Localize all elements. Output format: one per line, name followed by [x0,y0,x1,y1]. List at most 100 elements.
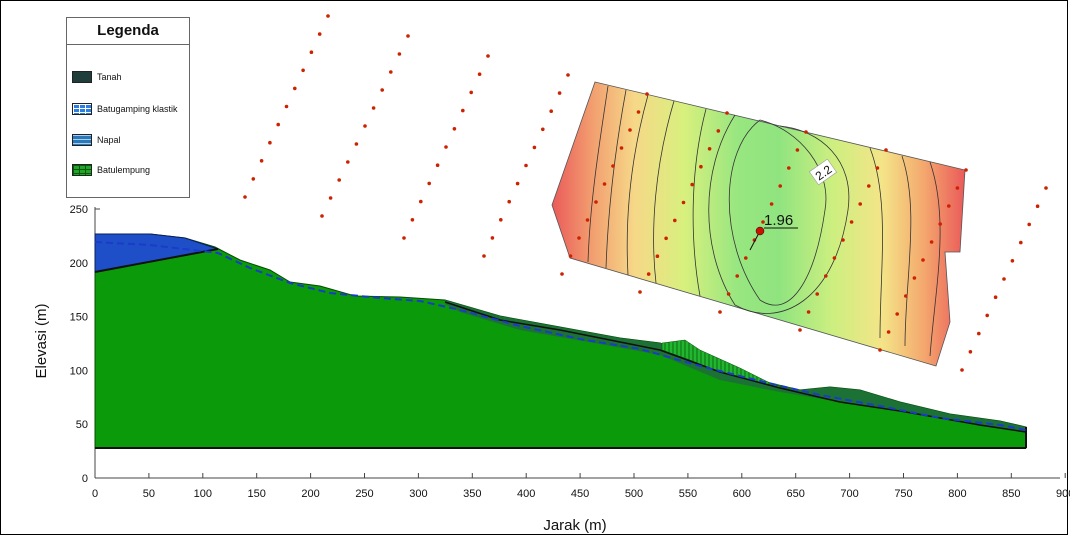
grid-point [410,218,415,222]
x-ticks: 0 50 100 150 200 250 300 350 400 450 500 550 600 650 7… [92,473,1070,500]
grid-point [371,106,376,110]
grid-point [389,70,393,74]
legend-title: Legenda [67,18,189,45]
grid-point [968,350,973,354]
legend-item-napal: Napal [72,133,121,147]
x-axis-label: Jarak (m) [543,517,606,534]
grid-point [499,218,503,222]
grid-point [560,272,564,276]
x-tick-label: 250 [355,488,373,500]
y-tick-label: 200 [70,258,88,270]
grid-point [718,310,722,314]
grid-point [681,200,686,205]
x-tick-label: 100 [194,488,212,500]
grid-point [346,160,350,164]
grid-point [524,163,528,168]
grid-point [960,368,964,372]
grid-point [557,91,562,95]
x-tick-label: 450 [571,488,589,500]
grid-point [486,54,490,58]
grid-point [964,168,968,172]
grid-point [815,292,819,296]
x-tick-label: 850 [1002,488,1020,500]
grid-point [328,196,333,200]
y-tick-label: 100 [70,365,88,377]
grid-point [895,312,899,316]
grid-point [444,145,448,149]
grid-point [832,256,837,260]
grid-point [482,254,486,258]
grid-point [469,90,474,95]
contour-lines [587,85,941,357]
x-tick-label: 150 [248,488,266,500]
grid-point [406,34,410,38]
x-tick-label: 300 [409,488,427,500]
grid-point [326,14,330,18]
grid-point [977,331,981,336]
legend-item-batugamping: Batugamping klastik [72,102,178,116]
legend-label: Tanah [97,72,122,82]
grid-point [427,181,432,186]
grid-point [602,182,607,186]
grid-point [549,109,553,113]
legend-label: Batugamping klastik [97,104,178,114]
napal-swatch [72,134,92,146]
legend-label: Napal [97,135,121,145]
grid-point [402,236,406,240]
water-table-line [94,241,1027,431]
grid-point [886,330,891,334]
x-tick-label: 400 [517,488,535,500]
grid-point [707,147,712,151]
grid-point [363,124,367,128]
x-tick-label: 900 [1056,488,1070,500]
grid-point [435,163,440,167]
grid-point [515,181,520,186]
grid-point [284,104,289,109]
grid-point [795,148,800,152]
x-tick-label: 700 [840,488,858,500]
grid-point [1010,259,1015,263]
grid-point [778,184,782,188]
grid-point [1027,222,1031,227]
grid-point [309,50,314,54]
batulempung-swatch [72,164,92,176]
batugamping-layer [94,233,220,273]
grid-point [638,290,642,294]
grid-point [354,142,359,146]
grid-point [726,292,731,296]
x-tick-label: 650 [787,488,805,500]
x-tick-label: 0 [92,488,98,500]
grid-point [243,195,247,199]
x-tick-label: 750 [894,488,912,500]
grid-point [878,348,882,352]
legend: Legenda Tanah Batugamping klastik Napal … [66,17,190,198]
grid-point [699,164,703,169]
grid-point [921,258,925,262]
grid-point [628,128,632,132]
grid-point [490,236,495,240]
grid-point [532,145,537,150]
grid-point [673,218,677,223]
grid-point [577,236,581,240]
grid-point [993,295,998,300]
x-tick-label: 350 [463,488,481,500]
grid-point [477,72,482,76]
grid-point [904,294,908,298]
legend-item-batulempung: Batulempung [72,163,150,177]
fos-min-label: 1.96 [764,212,793,229]
grid-point [769,202,774,206]
grid-point [985,313,989,318]
grid-point [787,166,791,170]
grid-point [566,73,570,77]
grid-point-markers [243,14,1048,372]
grid-point [716,129,721,133]
x-tick-label: 550 [679,488,697,500]
y-tick-label: 250 [70,204,88,216]
tanah-soil-cover [445,300,1026,432]
grid-point [301,68,305,73]
grid-point [259,159,264,163]
grid-point [761,220,765,224]
grid-point [1035,204,1040,208]
